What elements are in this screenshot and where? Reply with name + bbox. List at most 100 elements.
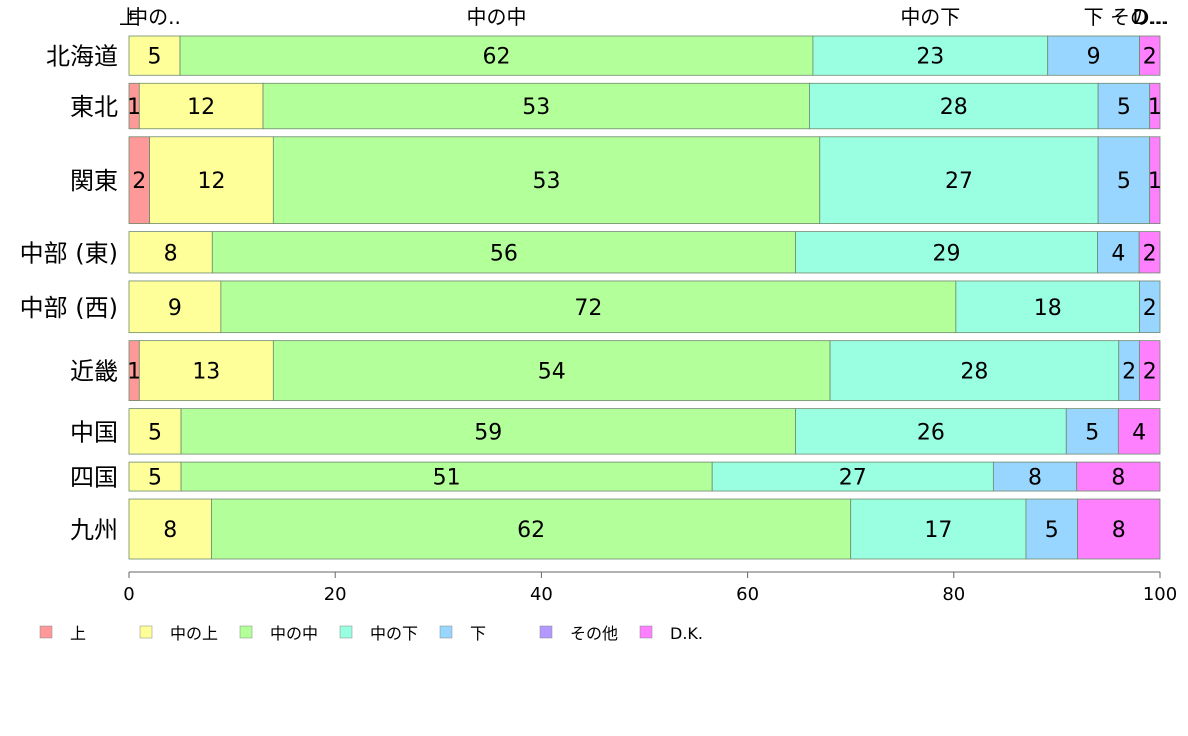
data-label: 28	[960, 360, 988, 385]
bar-segment	[180, 461, 713, 492]
data-label: 54	[538, 360, 566, 385]
bar-segment	[1076, 461, 1161, 492]
bar-segment	[1139, 35, 1161, 76]
bar-segment	[220, 280, 957, 334]
bar-segment	[128, 231, 213, 274]
data-label: 29	[933, 241, 961, 266]
data-label: 8	[1028, 466, 1042, 491]
bar-segment	[812, 35, 1049, 76]
x-axis: 0 20 40 60 80 100	[123, 571, 1177, 605]
top-category-labels: 上中の.. 中の中 中の下 下その...D...	[119, 5, 1169, 29]
legend-swatch	[139, 625, 153, 639]
data-label: 1	[1148, 95, 1162, 120]
data-label: 26	[917, 420, 945, 445]
data-label: 8	[164, 241, 178, 266]
data-label: 12	[197, 169, 225, 194]
category-label: 東北	[70, 93, 118, 121]
data-label: 9	[1087, 45, 1101, 70]
x-tick-label: 0	[123, 584, 134, 605]
top-label: 上	[119, 5, 139, 29]
bars-area: 5 62 23 9 21 12 53 28 5 12 12 53 27 5 18 56 29 4 29 72 18 21 1…	[127, 35, 1162, 560]
legend-swatch	[39, 625, 53, 639]
legend-swatch	[239, 625, 253, 639]
data-label: 23	[916, 45, 944, 70]
legend: 上 中の上 中の中 中の下 下 その他 D.K.	[39, 624, 703, 643]
bar-segment	[128, 280, 222, 334]
bar-row: 5 62 23 9 2	[128, 35, 1161, 76]
bar-row: 5 59 26 5 4	[128, 408, 1161, 455]
top-label: 下	[1084, 5, 1104, 29]
top-label: 中の中	[466, 5, 526, 29]
top-label: 中の下	[900, 5, 960, 29]
data-label: 5	[1085, 420, 1099, 445]
bar-segment	[211, 231, 796, 274]
bar-segment	[1097, 231, 1140, 274]
legend-label: 中の上	[170, 624, 218, 643]
bar-segment	[138, 82, 264, 130]
bar-row: 8 62 17 5 8	[128, 498, 1161, 560]
x-tick-label: 80	[942, 584, 965, 605]
bar-segment	[272, 340, 831, 402]
category-label: 近畿	[70, 358, 118, 386]
x-tick-label: 60	[736, 584, 759, 605]
data-label: 53	[533, 169, 561, 194]
x-tick-label: 100	[1143, 584, 1177, 605]
bar-segment	[1077, 498, 1161, 560]
data-label: 5	[148, 420, 162, 445]
bar-segment	[819, 136, 1099, 225]
data-label: 27	[839, 466, 867, 491]
data-label: 59	[474, 420, 502, 445]
bar-segment	[1025, 498, 1078, 560]
bar-segment	[128, 35, 181, 76]
data-label: 2	[1122, 360, 1136, 385]
data-label: 62	[517, 518, 545, 543]
bar-segment	[149, 136, 274, 225]
legend-swatch	[339, 625, 353, 639]
data-label: 2	[132, 169, 146, 194]
legend-swatch	[639, 625, 653, 639]
data-label: 8	[163, 518, 177, 543]
data-label: 53	[522, 95, 550, 120]
data-label: 2	[1143, 45, 1157, 70]
bar-segment	[1138, 340, 1161, 402]
bar-row: 5 51 27 8 8	[128, 461, 1161, 492]
data-label: 72	[574, 296, 602, 321]
top-label: 中の..	[128, 5, 181, 29]
bar-segment	[180, 408, 796, 455]
data-label: 5	[1045, 518, 1059, 543]
bar-segment	[1117, 408, 1161, 455]
category-label: 中国	[70, 418, 118, 446]
legend-swatch	[539, 625, 553, 639]
top-label: その...	[1110, 5, 1169, 29]
x-tick-label: 20	[324, 584, 347, 605]
data-label: 4	[1111, 241, 1125, 266]
category-label: 九州	[70, 516, 118, 544]
data-label: 27	[945, 169, 973, 194]
data-label: 5	[1117, 169, 1131, 194]
category-label: 関東	[70, 167, 118, 195]
bar-row: 2 12 53 27 5 1	[128, 136, 1162, 225]
category-label: 北海道	[46, 43, 118, 71]
bar-segment	[262, 82, 810, 130]
bar-segment	[1138, 231, 1161, 274]
data-label: 62	[482, 45, 510, 70]
bar-row: 8 56 29 4 2	[128, 231, 1161, 274]
bar-segment	[138, 340, 274, 402]
data-label: 1	[1148, 169, 1162, 194]
bar-segment	[795, 408, 1067, 455]
data-label: 8	[1111, 466, 1125, 491]
data-label: 51	[433, 466, 461, 491]
bar-segment	[1139, 280, 1161, 334]
data-label: 2	[1143, 360, 1157, 385]
data-label: 9	[168, 296, 182, 321]
bar-segment	[1149, 82, 1161, 130]
legend-label: D.K.	[670, 624, 703, 643]
data-label: 2	[1143, 241, 1157, 266]
bar-row: 1 13 54 28 2 2	[127, 340, 1161, 402]
data-label: 5	[148, 466, 162, 491]
data-label: 5	[148, 45, 162, 70]
category-label: 中部 (西)	[20, 294, 118, 322]
bar-segment	[850, 498, 1027, 560]
category-label: 四国	[70, 464, 118, 492]
